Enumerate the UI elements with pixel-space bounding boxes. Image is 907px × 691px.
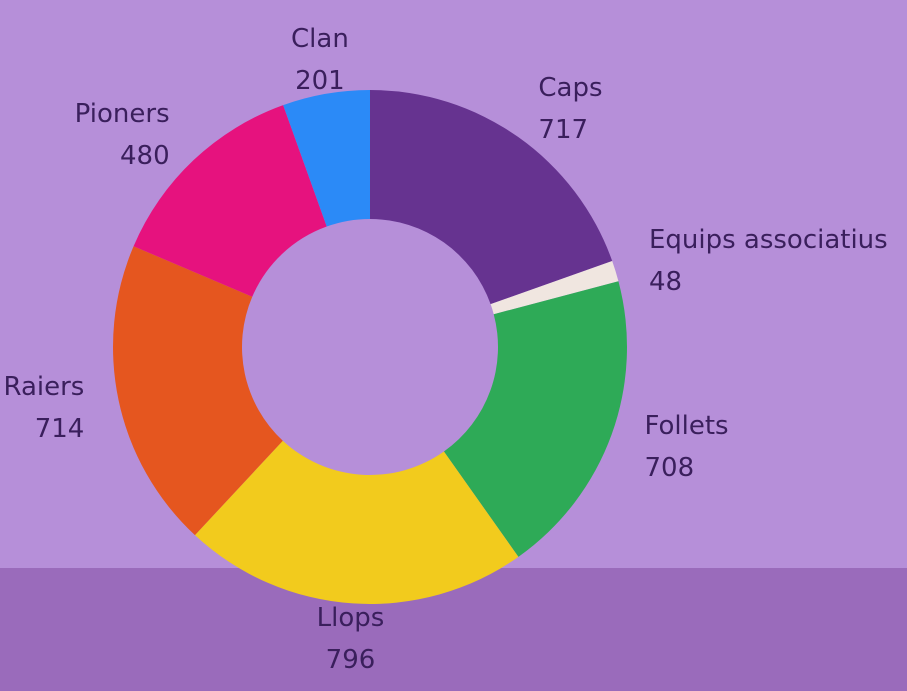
slice-label: Pioners xyxy=(75,99,170,129)
slice-label: Clan xyxy=(291,24,349,54)
slice xyxy=(194,440,519,604)
slice-label: Caps xyxy=(538,73,602,103)
slice-value: 48 xyxy=(649,267,682,297)
slice xyxy=(443,281,627,557)
slice-value: 714 xyxy=(35,414,85,444)
slice-label: Equips associatius xyxy=(649,225,888,255)
slice-label: Raiers xyxy=(3,372,84,402)
slice-label: Follets xyxy=(644,411,728,441)
slice-value: 717 xyxy=(538,115,588,145)
slice xyxy=(283,90,370,227)
slice xyxy=(370,90,613,305)
slice xyxy=(112,246,283,536)
slice-value: 480 xyxy=(120,141,170,171)
slice-value: 201 xyxy=(295,66,345,96)
slice-value: 708 xyxy=(644,453,694,483)
slice-value: 796 xyxy=(326,645,376,675)
slice-label: Llops xyxy=(317,603,385,633)
slice xyxy=(490,260,619,315)
slice xyxy=(133,105,327,297)
